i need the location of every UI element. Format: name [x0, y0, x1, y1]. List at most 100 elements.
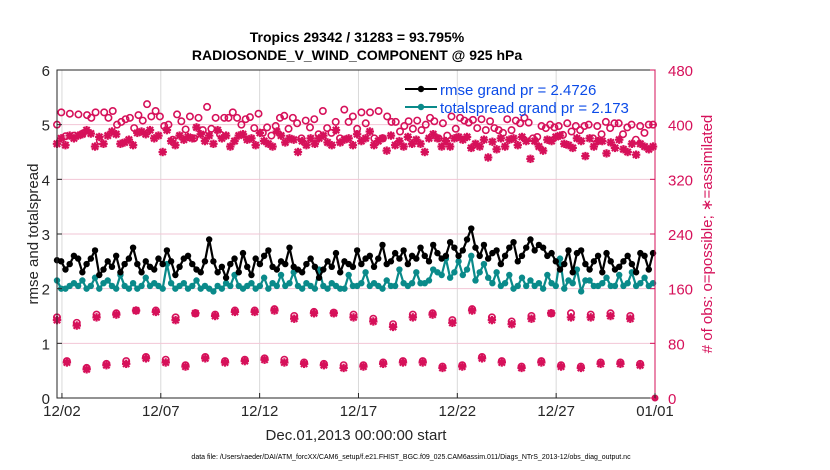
obs-possible-marker — [481, 126, 490, 135]
x-axis-label: Dec.01,2013 00:00:00 start — [266, 427, 448, 444]
rmse-point — [311, 263, 319, 270]
y2-tick-label: 480 — [668, 63, 693, 80]
obs-assimilated-marker — [556, 362, 566, 371]
obs-possible-marker — [288, 113, 297, 122]
totalspread-point — [527, 277, 534, 284]
data-file-footnote: data file: /Users/raeder/DAI/ATM_forcXX/… — [191, 454, 631, 461]
y2-tick-label: 0 — [668, 391, 676, 408]
rmse-point — [539, 244, 547, 251]
obs-possible-marker — [601, 117, 610, 126]
totalspread-point — [96, 285, 103, 292]
obs-possible-marker — [293, 119, 302, 128]
totalspread-point — [455, 258, 462, 265]
obs-assimilated-marker — [513, 140, 522, 150]
totalspread-point — [79, 277, 86, 284]
obs-assimilated-marker — [82, 365, 91, 374]
rmse-point — [163, 247, 171, 254]
rmse-point — [421, 252, 428, 260]
obs-possible-marker — [438, 119, 447, 128]
totalspread-point — [484, 274, 492, 281]
totalspread-point — [74, 282, 82, 290]
obs-assimilated-marker — [319, 361, 329, 370]
obs-assimilated-marker — [255, 128, 265, 138]
obs-assimilated-marker — [293, 147, 303, 157]
totalspread-point — [193, 277, 200, 284]
obs-assimilated-marker — [526, 154, 535, 164]
obs-possible-marker — [284, 124, 293, 133]
obs-possible-marker — [396, 127, 405, 136]
rmse-point — [189, 260, 196, 268]
rmse-point — [404, 260, 412, 268]
rmse-point — [370, 263, 378, 270]
rmse-point — [480, 241, 488, 249]
rmse-point — [472, 244, 479, 251]
obs-possible-marker — [194, 113, 203, 122]
obs-assimilated-marker — [522, 136, 531, 146]
y-tick-label: 6 — [42, 63, 50, 80]
totalspread-point — [104, 277, 111, 284]
obs-assimilated-marker — [268, 142, 277, 151]
obs-assimilated-marker — [290, 314, 299, 323]
right-axis-ticks: 0 80 160 240 320 400 480 — [650, 63, 693, 408]
rmse-point — [463, 236, 471, 243]
obs-assimilated-marker — [438, 363, 447, 373]
rmse-point — [603, 249, 610, 257]
totalspread-point — [472, 277, 479, 284]
obs-possible-marker — [413, 116, 422, 125]
y2-tick-label: 400 — [668, 118, 693, 135]
series-lines — [53, 225, 657, 295]
totalspread-point — [518, 274, 526, 281]
totalspread-point — [362, 269, 369, 276]
obs-possible-marker — [323, 124, 332, 133]
obs-possible-marker — [271, 122, 280, 131]
obs-possible-marker — [233, 113, 242, 122]
obs-possible-marker — [310, 115, 319, 124]
obs-assimilated-marker — [445, 142, 455, 151]
rmse-point — [379, 241, 386, 249]
obs-assimilated-marker — [151, 307, 161, 317]
obs-possible-marker — [571, 122, 580, 131]
obs-possible-marker — [503, 115, 512, 124]
obs-possible-marker — [567, 127, 576, 136]
rmse-point — [239, 249, 247, 257]
y-tick-label: 1 — [42, 336, 50, 353]
rmse-point — [565, 247, 572, 254]
rmse-point — [510, 239, 517, 246]
obs-assimilated-marker — [162, 125, 172, 135]
y-tick-label: 5 — [42, 118, 50, 135]
totalspread-point — [265, 285, 272, 292]
rmse-point — [197, 269, 204, 276]
obs-possible-marker — [340, 105, 349, 114]
obs-assimilated-marker — [95, 132, 104, 142]
obs-possible-marker — [490, 124, 499, 133]
totalspread-point — [463, 266, 471, 273]
totalspread-point — [383, 277, 390, 284]
rmse-point — [155, 255, 162, 262]
obs-possible-marker — [610, 119, 619, 128]
obs-assimilated-marker — [585, 134, 594, 143]
rmse-point — [628, 260, 636, 268]
totalspread-point — [489, 280, 496, 287]
rmse-point — [79, 269, 86, 276]
obs-assimilated-marker — [99, 139, 108, 148]
obs-assimilated-marker — [61, 140, 70, 150]
rmse-point — [484, 255, 492, 262]
totalspread-point — [535, 280, 543, 287]
obs-possible-marker — [374, 107, 383, 116]
obs-assimilated-marker — [467, 306, 477, 315]
rmse-point — [252, 255, 259, 262]
obs-possible-marker — [134, 111, 143, 120]
rmse-point — [58, 258, 65, 265]
obs-possible-marker — [108, 107, 117, 116]
obs-possible-marker — [520, 113, 529, 122]
totalspread-point — [438, 271, 445, 279]
obs-possible-marker — [224, 113, 233, 122]
obs-assimilated-marker — [576, 363, 586, 373]
totalspread-point — [227, 282, 234, 290]
rmse-point — [74, 255, 82, 262]
obs-assimilated-marker — [441, 136, 451, 146]
obs-assimilated-marker — [488, 137, 497, 146]
obs-assimilated-marker — [302, 140, 311, 150]
totalspread-point — [506, 271, 513, 279]
obs-possible-marker — [275, 113, 284, 122]
